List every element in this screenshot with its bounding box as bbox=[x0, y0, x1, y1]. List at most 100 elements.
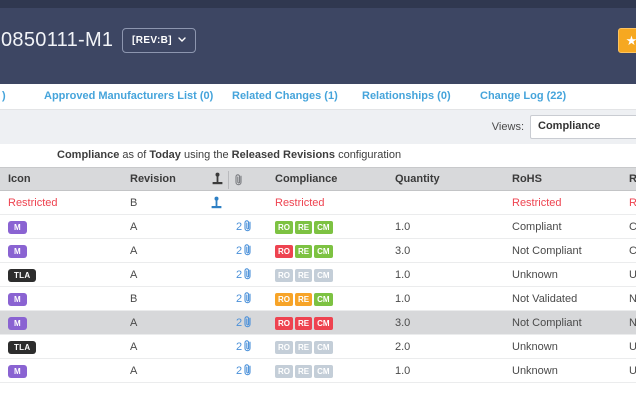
tab-cutoff-fragment[interactable]: ) bbox=[2, 90, 6, 102]
tab-relationships[interactable]: Relationships (0) bbox=[362, 90, 451, 102]
attachments-count: 2 bbox=[236, 317, 243, 329]
compliance-status-badge-cm: CM bbox=[314, 340, 333, 354]
revision-cell: A bbox=[130, 269, 138, 281]
config-text-2: using the bbox=[180, 149, 232, 161]
favorite-star-button[interactable]: ★ bbox=[618, 28, 636, 53]
table-row[interactable]: Restricted B Restricted Restricted R bbox=[0, 191, 636, 215]
cutoff-column-fragment: R bbox=[629, 197, 636, 209]
cutoff-column-fragment: C bbox=[629, 221, 636, 233]
attachments-count-link[interactable]: 2 bbox=[236, 215, 252, 239]
column-header-icon[interactable]: Icon bbox=[8, 173, 31, 185]
config-date: Today bbox=[149, 149, 181, 161]
item-icon-cell: M bbox=[8, 215, 27, 239]
revision-cell: A bbox=[130, 365, 138, 377]
item-type-badge: M bbox=[8, 364, 27, 378]
table-row[interactable]: TLA A 2 RO RE CM 2.0 Unknown U bbox=[0, 335, 636, 359]
attachments-count: 2 bbox=[236, 365, 243, 377]
quantity-cell: 1.0 bbox=[395, 269, 411, 281]
column-header-cutoff-fragment: R bbox=[629, 173, 636, 185]
header-divider bbox=[228, 171, 229, 189]
compliance-status-badge-re: RE bbox=[295, 340, 313, 354]
rohs-cell: Compliant bbox=[512, 221, 562, 233]
compliance-status-badge-re: RE bbox=[295, 292, 313, 306]
item-icon-cell: M bbox=[8, 311, 27, 335]
header-top-strip bbox=[0, 0, 636, 8]
attachments-count-link[interactable]: 2 bbox=[236, 263, 252, 287]
compliance-status-badge-ro: RO bbox=[275, 268, 293, 282]
tab-change-log[interactable]: Change Log (22) bbox=[480, 90, 567, 102]
tab-related-changes[interactable]: Related Changes (1) bbox=[232, 90, 338, 102]
rohs-cell: Unknown bbox=[512, 269, 558, 281]
star-icon: ★ bbox=[625, 33, 636, 48]
item-type-badge: M bbox=[8, 316, 27, 330]
table-row[interactable]: M A 2 RO RE CM 3.0 Not Compliant C bbox=[0, 239, 636, 263]
chevron-down-icon bbox=[178, 35, 186, 46]
attachments-count-link[interactable]: 2 bbox=[236, 287, 252, 311]
compliance-cell: RO RE CM bbox=[275, 335, 335, 359]
attachments-count: 2 bbox=[236, 245, 243, 257]
compliance-status-badge-cm: CM bbox=[314, 220, 333, 234]
table-row[interactable]: M A 2 RO RE CM 3.0 Not Compliant N bbox=[0, 311, 636, 335]
quantity-cell: 2.0 bbox=[395, 341, 411, 353]
table-row[interactable]: M A 2 RO RE CM 1.0 Unknown U bbox=[0, 359, 636, 383]
cutoff-column-fragment: C bbox=[629, 245, 636, 257]
revision-cell: B bbox=[130, 293, 138, 305]
compliance-restricted-label: Restricted bbox=[275, 197, 325, 209]
compliance-status-badge-re: RE bbox=[295, 268, 313, 282]
attachments-count-link[interactable]: 2 bbox=[236, 239, 252, 263]
attachments-count-link[interactable]: 2 bbox=[236, 335, 252, 359]
attachments-count: 2 bbox=[236, 293, 243, 305]
compliance-cell: RO RE CM bbox=[275, 263, 335, 287]
quantity-cell: 3.0 bbox=[395, 317, 411, 329]
revision-cell: A bbox=[130, 221, 138, 233]
compliance-cell: RO RE CM bbox=[275, 239, 335, 263]
attachments-count-link[interactable]: 2 bbox=[236, 359, 252, 383]
revision-cell: B bbox=[130, 197, 138, 209]
cutoff-column-fragment: N bbox=[629, 317, 636, 329]
compliance-status-badge-cm: CM bbox=[314, 292, 333, 306]
compliance-cell: RO RE CM bbox=[275, 311, 335, 335]
revision-label: [REV:B] bbox=[132, 35, 173, 46]
attachments-count: 2 bbox=[236, 269, 243, 281]
compliance-cell: RO RE CM bbox=[275, 287, 335, 311]
column-header-rohs[interactable]: RoHS bbox=[512, 173, 542, 185]
quantity-cell: 1.0 bbox=[395, 365, 411, 377]
compliance-status-badge-ro: RO bbox=[275, 292, 293, 306]
config-text-1: as of bbox=[119, 149, 150, 161]
column-header-quantity[interactable]: Quantity bbox=[395, 173, 440, 185]
tab-approved-manufacturers-list[interactable]: Approved Manufacturers List (0) bbox=[44, 90, 214, 102]
views-label: Views: bbox=[491, 121, 524, 133]
compliance-status-badge-cm: CM bbox=[314, 316, 333, 330]
compliance-status-badge-cm: CM bbox=[314, 268, 333, 282]
column-header-compliance[interactable]: Compliance bbox=[275, 173, 338, 185]
table-row[interactable]: M A 2 RO RE CM 1.0 Compliant C bbox=[0, 215, 636, 239]
attachments-count: 2 bbox=[236, 341, 243, 353]
revision-cell: A bbox=[130, 341, 138, 353]
release-stamp-icon[interactable] bbox=[211, 172, 224, 186]
quantity-cell: 1.0 bbox=[395, 221, 411, 233]
cutoff-column-fragment: U bbox=[629, 341, 636, 353]
item-number-title: 0850111-M1 bbox=[1, 29, 114, 51]
compliance-status-badge-cm: CM bbox=[314, 244, 333, 258]
release-stamp-icon bbox=[210, 191, 223, 215]
item-type-badge: TLA bbox=[8, 340, 37, 354]
table-row[interactable]: M B 2 RO RE CM 1.0 Not Validated N bbox=[0, 287, 636, 311]
quantity-cell: 3.0 bbox=[395, 245, 411, 257]
attachments-count-link[interactable]: 2 bbox=[236, 311, 252, 335]
cutoff-column-fragment: U bbox=[629, 269, 636, 281]
tab-bar: ) Approved Manufacturers List (0) Relate… bbox=[0, 84, 636, 110]
item-icon-cell: M bbox=[8, 239, 27, 263]
compliance-status-badge-re: RE bbox=[295, 244, 313, 258]
table-row[interactable]: TLA A 2 RO RE CM 1.0 Unknown U bbox=[0, 263, 636, 287]
attachment-paperclip-icon bbox=[243, 315, 252, 331]
revision-dropdown-button[interactable]: [REV:B] bbox=[122, 28, 197, 53]
compliance-status-badge-ro: RO bbox=[275, 316, 293, 330]
attachment-paperclip-icon[interactable] bbox=[234, 173, 243, 189]
column-header-revision[interactable]: Revision bbox=[130, 173, 176, 185]
attachments-count: 2 bbox=[236, 221, 243, 233]
views-select-dropdown[interactable]: Compliance bbox=[530, 115, 636, 139]
item-icon-cell: TLA bbox=[8, 263, 37, 287]
item-type-badge: M bbox=[8, 220, 27, 234]
table-header-row: Icon Revision Compliance Quantity RoHS R bbox=[0, 167, 636, 191]
item-type-badge: M bbox=[8, 292, 27, 306]
